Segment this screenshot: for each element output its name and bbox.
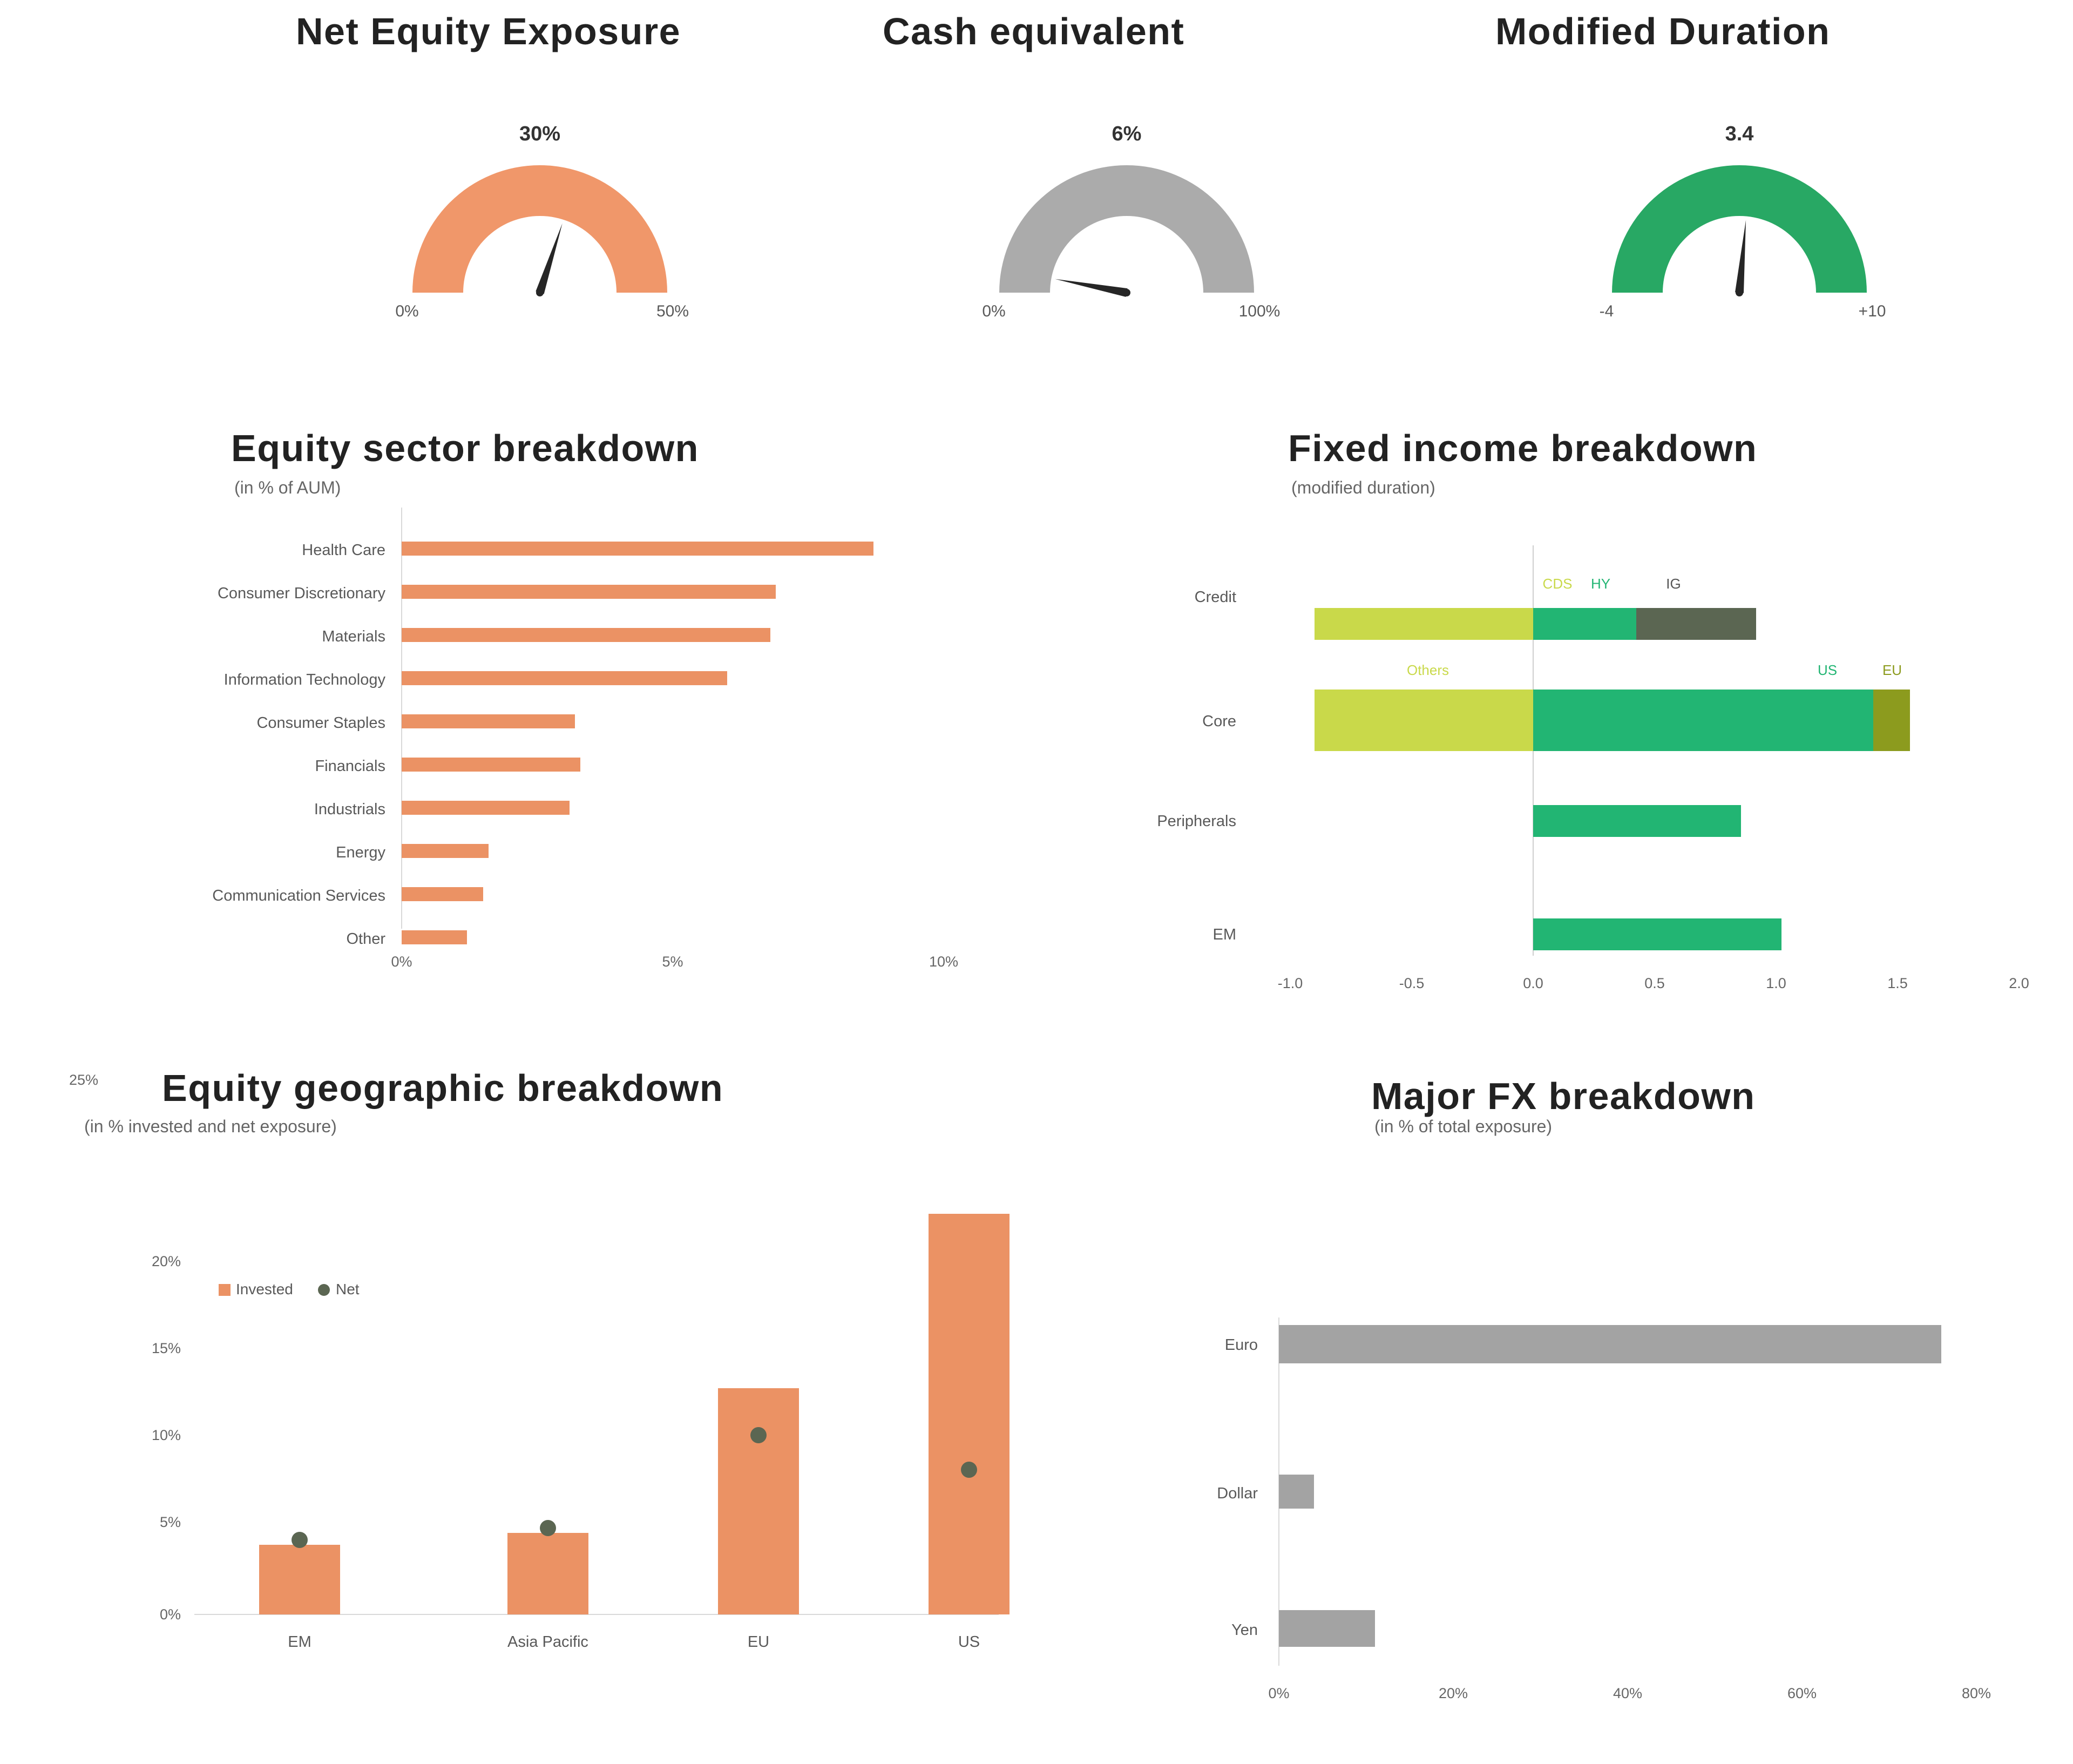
svg-text:0%: 0% (391, 954, 412, 970)
svg-text:Industrials: Industrials (314, 801, 385, 818)
svg-text:5%: 5% (662, 954, 683, 970)
svg-text:2.0: 2.0 (2009, 975, 2029, 991)
svg-text:0.0: 0.0 (1523, 975, 1543, 991)
svg-text:10%: 10% (152, 1427, 181, 1443)
svg-text:5%: 5% (160, 1514, 181, 1530)
svg-text:40%: 40% (1613, 1685, 1642, 1701)
svg-text:EM: EM (1213, 926, 1237, 943)
svg-text:3.4: 3.4 (1725, 123, 1754, 145)
svg-text:0%: 0% (160, 1606, 181, 1623)
svg-text:Energy: Energy (336, 844, 385, 861)
svg-text:Communication Services: Communication Services (212, 887, 385, 904)
svg-text:20%: 20% (152, 1253, 181, 1269)
svg-text:Euro: Euro (1225, 1336, 1258, 1354)
svg-text:80%: 80% (1962, 1685, 1991, 1701)
svg-text:Dollar: Dollar (1217, 1485, 1258, 1502)
svg-text:HY: HY (1591, 576, 1610, 592)
svg-text:10%: 10% (929, 954, 958, 970)
svg-text:EM: EM (288, 1633, 311, 1651)
svg-text:US: US (958, 1633, 980, 1651)
svg-text:EU: EU (1882, 662, 1902, 678)
svg-text:Yen: Yen (1231, 1621, 1258, 1639)
svg-text:Financials: Financials (315, 758, 385, 775)
svg-text:6%: 6% (1112, 123, 1142, 145)
svg-text:+10: +10 (1859, 302, 1886, 320)
svg-text:-1.0: -1.0 (1278, 975, 1303, 991)
svg-text:60%: 60% (1787, 1685, 1817, 1701)
svg-text:-0.5: -0.5 (1399, 975, 1425, 991)
svg-text:Others: Others (1407, 662, 1449, 678)
svg-text:Peripherals: Peripherals (1157, 813, 1236, 830)
svg-text:Asia Pacific: Asia Pacific (507, 1633, 588, 1651)
svg-text:Consumer Staples: Consumer Staples (256, 714, 385, 732)
svg-text:1.5: 1.5 (1887, 975, 1908, 991)
svg-text:Consumer Discretionary: Consumer Discretionary (218, 585, 386, 602)
svg-text:30%: 30% (519, 123, 560, 145)
svg-text:IG: IG (1666, 576, 1681, 592)
svg-text:Invested: Invested (236, 1281, 293, 1297)
svg-text:Net: Net (336, 1281, 360, 1297)
svg-text:Credit: Credit (1195, 589, 1236, 606)
svg-text:EU: EU (748, 1633, 769, 1651)
svg-text:50%: 50% (656, 302, 689, 320)
svg-text:Materials: Materials (322, 628, 385, 645)
svg-text:0.5: 0.5 (1644, 975, 1665, 991)
svg-text:100%: 100% (1239, 302, 1281, 320)
svg-text:CDS: CDS (1543, 576, 1573, 592)
svg-text:15%: 15% (152, 1340, 181, 1356)
svg-text:1.0: 1.0 (1766, 975, 1786, 991)
svg-text:20%: 20% (1439, 1685, 1468, 1701)
svg-text:0%: 0% (395, 302, 418, 320)
svg-text:Core: Core (1202, 713, 1236, 730)
svg-text:-4: -4 (1600, 302, 1614, 320)
svg-text:Other: Other (346, 930, 385, 948)
svg-text:Health Care: Health Care (302, 542, 385, 559)
svg-text:US: US (1818, 662, 1837, 678)
svg-text:Information Technology: Information Technology (224, 671, 386, 688)
svg-text:0%: 0% (1268, 1685, 1289, 1701)
svg-text:0%: 0% (982, 302, 1005, 320)
